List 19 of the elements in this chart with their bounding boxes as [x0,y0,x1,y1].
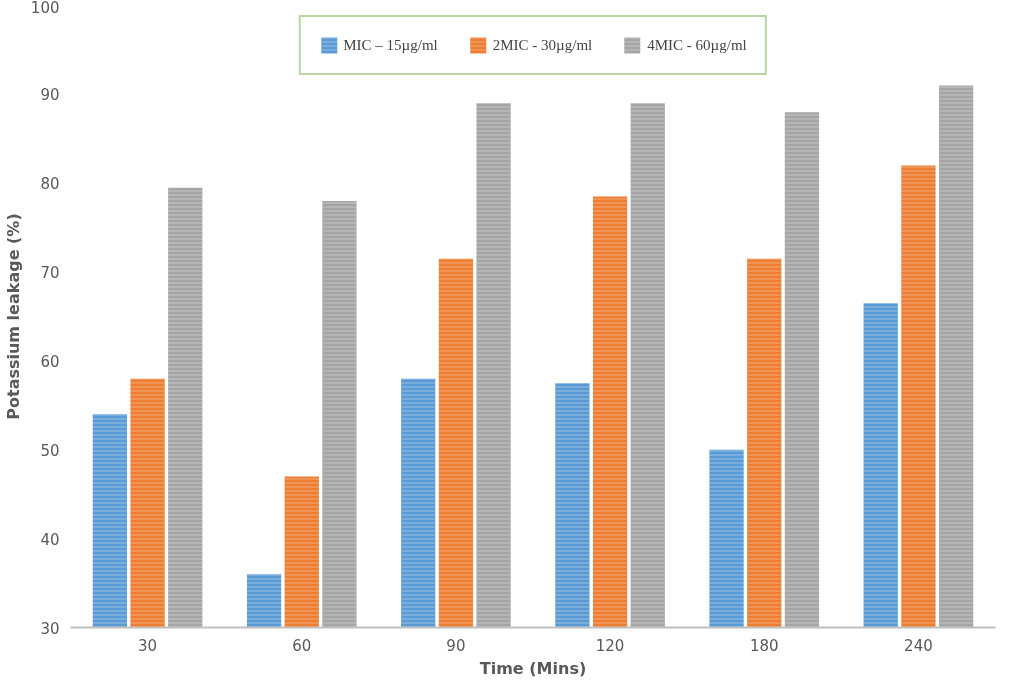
y-tick-label: 80 [40,175,60,194]
legend-label: 2MIC - 30µg/ml [492,36,593,54]
y-tick-label: 100 [30,0,60,17]
legend-label: 4MIC - 60µg/ml [647,36,747,54]
x-tick-label: 30 [138,636,158,655]
legend-label: MIC – 15µg/ml [343,36,438,54]
x-tick-label: 180 [749,636,779,655]
x-tick-label: 120 [595,636,625,655]
y-tick-label: 90 [40,86,60,105]
y-tick-label: 40 [40,530,60,549]
x-tick-label: 60 [292,636,312,655]
y-tick-label: 30 [40,619,60,638]
x-tick-label: 240 [904,636,933,655]
y-tick-label: 60 [40,352,60,371]
y-tick-label: 70 [40,264,60,283]
y-tick-label: 50 [40,441,60,460]
x-axis-title: Time (Mins) [479,658,587,678]
x-tick-label: 90 [446,636,466,655]
y-axis-title: Potassium leakage (%) [3,213,23,420]
